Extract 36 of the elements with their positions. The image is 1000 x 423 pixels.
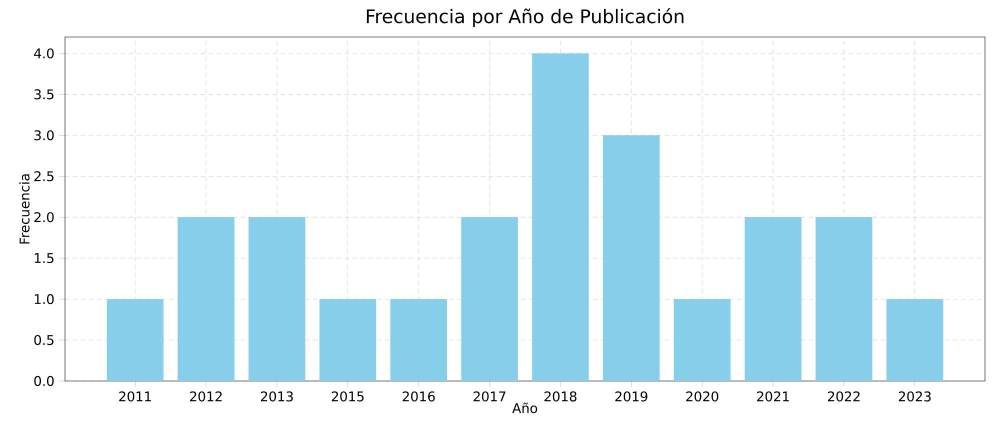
x-tick-label: 2023	[898, 391, 931, 402]
x-tick-label: 2011	[119, 391, 151, 402]
x-tick-label: 2021	[757, 391, 789, 402]
bar	[816, 217, 872, 381]
y-tick-label: 0.5	[34, 334, 54, 346]
bar	[744, 217, 802, 381]
bar	[390, 299, 448, 381]
x-tick-label: 2017	[474, 391, 506, 402]
bar	[461, 217, 518, 381]
bar	[248, 217, 306, 381]
bar	[886, 299, 944, 381]
bar	[106, 299, 164, 381]
bar	[319, 299, 376, 381]
bar	[178, 217, 234, 381]
y-tick-label: 1.5	[34, 253, 54, 264]
x-tick-label: 2022	[828, 391, 860, 402]
bar	[602, 135, 660, 381]
y-tick-label: 4.0	[34, 48, 54, 58]
x-tick-label: 2018	[544, 391, 576, 402]
bar	[674, 299, 731, 381]
y-tick-label: 0.0	[34, 376, 54, 386]
y-tick-label: 2.5	[34, 171, 54, 182]
y-tick-label: 1.0	[34, 294, 54, 304]
chart-title: Frecuencia por Año de Publicación	[366, 8, 684, 27]
x-tick-label: 2019	[615, 391, 648, 402]
x-tick-label: 2015	[332, 391, 364, 402]
y-axis-title: Frecuencia	[19, 174, 30, 244]
bar	[532, 53, 589, 381]
x-tick-label: 2012	[190, 391, 222, 402]
x-tick-label: 2020	[686, 391, 718, 402]
x-tick-label: 2013	[260, 391, 293, 402]
x-tick-label: 2016	[402, 391, 435, 402]
y-tick-label: 3.0	[34, 130, 54, 140]
x-axis-title: Año	[512, 402, 538, 414]
y-tick-label: 2.0	[34, 212, 54, 222]
y-tick-label: 3.5	[34, 89, 54, 100]
